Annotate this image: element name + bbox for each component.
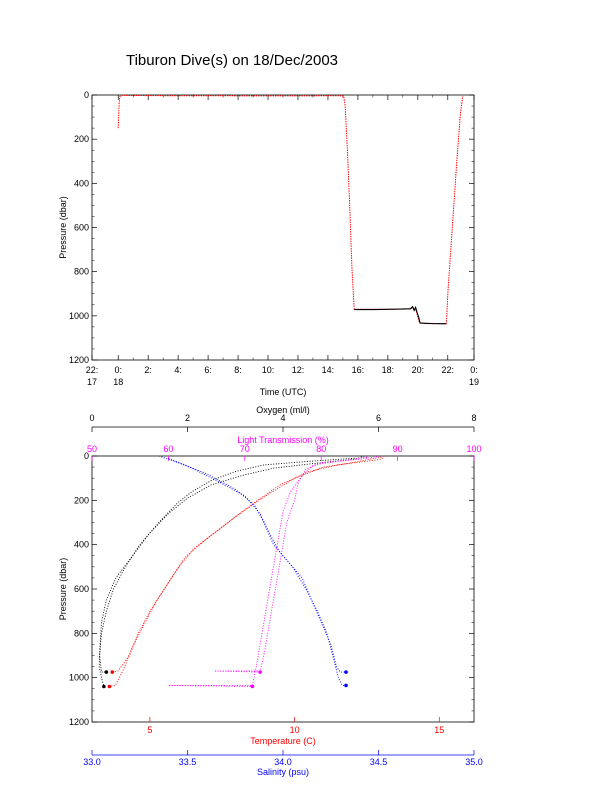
x-tick-label: 0: — [114, 365, 122, 375]
y-tick-label: 400 — [74, 178, 89, 188]
x-tick-label: 34.5 — [370, 757, 388, 767]
x-tick-label: 22: — [86, 365, 99, 375]
plot-frame — [91, 94, 475, 361]
x-tick-label: 10 — [290, 725, 300, 735]
x-tick-label: 6: — [204, 365, 212, 375]
series-line — [354, 305, 447, 325]
x-tick-label: 90 — [393, 444, 403, 454]
x-axis-title: Time (UTC) — [260, 387, 307, 397]
profile-trace — [98, 455, 365, 687]
series-line — [117, 94, 464, 325]
y-tick-label: 800 — [74, 267, 89, 277]
x-tick-label: 18: — [382, 365, 395, 375]
x-tick-label: 33.5 — [179, 757, 197, 767]
x-tick-label: 2 — [185, 413, 190, 423]
x-tick-label: 19 — [469, 377, 479, 387]
profile-end-point — [250, 684, 255, 689]
profile-end-point — [344, 670, 348, 674]
x-tick-label: 8 — [471, 413, 476, 423]
x-tick-label: 17 — [87, 377, 97, 387]
x-tick-label: 0 — [89, 413, 94, 423]
y-tick-label: 200 — [74, 495, 89, 505]
y-tick-label: 0 — [84, 90, 89, 100]
profile-trace — [112, 455, 385, 673]
x-tick-label: 20: — [412, 365, 425, 375]
y-tick-label: 600 — [74, 584, 89, 594]
y-axis-title: Pressure (dbar) — [58, 558, 68, 621]
y-tick-label: 1000 — [69, 673, 89, 683]
x-tick-label: 34.0 — [274, 757, 292, 767]
x-tick-label: 18 — [113, 377, 123, 387]
plot-frame — [91, 455, 475, 723]
profile-chart: 0 200 400 600 800 1000 1200 Pressure (dbar) 0 2 4 6… — [58, 405, 483, 777]
x-axis-title: Light Transmission (%) — [237, 435, 329, 445]
y-tick-label: 800 — [74, 628, 89, 638]
profile-end-point — [102, 684, 106, 689]
y-tick-label: 1200 — [69, 355, 89, 365]
profile-end-point — [110, 670, 115, 674]
x-tick-label: 16: — [352, 365, 365, 375]
profile-end-point — [258, 670, 262, 674]
x-tick-label: 15 — [434, 725, 444, 735]
y-tick-label: 1000 — [69, 311, 89, 321]
x-tick-label: 22: — [442, 365, 455, 375]
x-axis-title: Oxygen (ml/l) — [256, 405, 310, 415]
x-tick-label: 10: — [262, 365, 275, 375]
y-tick-label: 1200 — [69, 717, 89, 727]
x-tick-label: 12: — [292, 365, 305, 375]
x-tick-label: 100 — [466, 444, 481, 454]
x-tick-label: 4 — [280, 413, 285, 423]
profile-trace — [168, 456, 368, 687]
x-tick-label: 2: — [144, 365, 152, 375]
x-tick-label: 4: — [174, 365, 182, 375]
y-tick-label: 400 — [74, 540, 89, 550]
x-tick-label: 8: — [234, 365, 242, 375]
x-tick-label: 50 — [87, 444, 97, 454]
x-tick-label: 35.0 — [465, 757, 483, 767]
x-tick-label: 60 — [163, 444, 173, 454]
x-tick-label: 6 — [376, 413, 381, 423]
profile-trace — [158, 455, 346, 673]
chart-title: Tiburon Dive(s) on 18/Dec/2003 — [126, 52, 338, 69]
y-tick-label: 200 — [74, 134, 89, 144]
x-tick-label: 33.0 — [83, 757, 101, 767]
x-tick-label: 70 — [240, 444, 250, 454]
x-tick-label: 0: — [470, 365, 478, 375]
profile-trace — [99, 457, 355, 673]
x-axis-title: Temperature (C) — [250, 736, 316, 746]
profile-trace — [214, 455, 383, 673]
y-tick-label: 600 — [74, 223, 89, 233]
profile-end-point — [107, 684, 112, 689]
profile-end-point — [104, 670, 109, 674]
profile-trace — [109, 456, 382, 687]
y-axis-title: Pressure (dbar) — [58, 196, 68, 259]
x-tick-label: 80 — [316, 444, 326, 454]
x-tick-label: 5 — [147, 725, 152, 735]
x-axis-title: Salinity (psu) — [257, 767, 309, 777]
profile-end-point — [344, 683, 348, 688]
profile-trace — [168, 457, 346, 686]
y-tick-label: 0 — [84, 451, 89, 461]
x-tick-label: 14: — [322, 365, 335, 375]
